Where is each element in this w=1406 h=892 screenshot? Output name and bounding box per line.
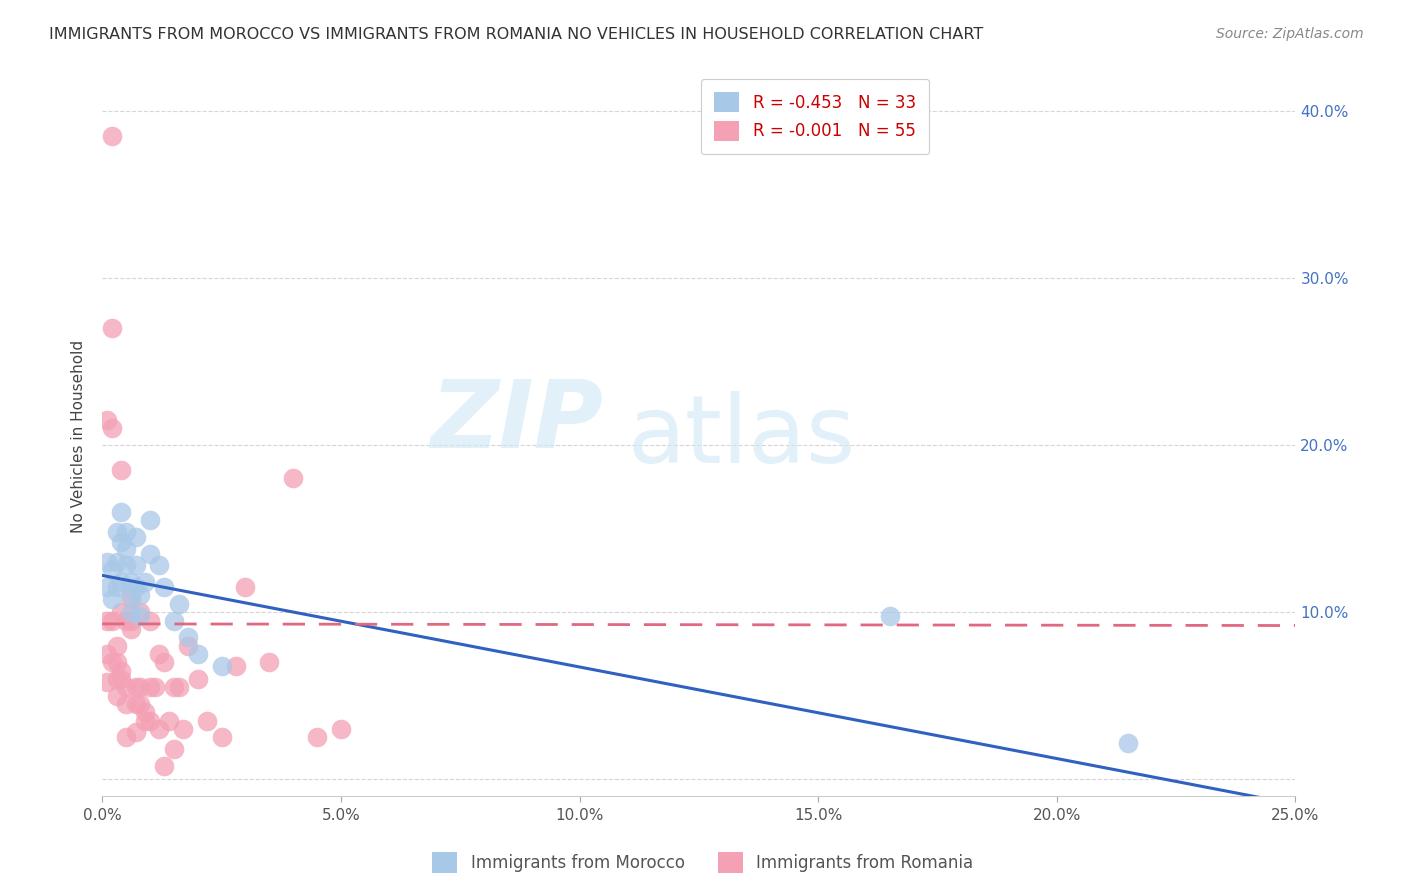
Point [129,608,152,623]
Point [879,608,901,623]
Point [105,524,128,539]
Legend: R = -0.453   N = 33, R = -0.001   N = 55: R = -0.453 N = 33, R = -0.001 N = 55 [702,78,929,154]
Point [105,555,128,569]
Point [115,541,138,556]
Point [115,697,138,711]
Text: atlas: atlas [627,391,855,483]
Point [157,714,180,728]
Point [124,697,146,711]
Point [120,605,142,619]
Point [143,681,166,695]
Point [100,563,122,577]
Point [235,580,257,594]
Point [139,714,162,728]
Point [195,714,218,728]
Point [139,547,162,561]
Point [134,714,156,728]
Point [110,664,132,678]
Point [281,471,304,485]
Point [148,647,170,661]
Point [105,655,128,669]
Point [124,530,146,544]
Point [105,639,128,653]
Point [96,413,118,427]
Point [163,742,186,756]
Point [105,580,128,594]
Point [124,580,146,594]
Point [148,558,170,573]
Point [129,589,152,603]
Point [96,580,118,594]
Point [115,681,138,695]
Point [96,555,118,569]
Point [96,647,118,661]
Point [110,672,132,686]
Point [163,614,186,628]
Point [139,681,162,695]
Point [134,575,156,590]
Point [148,722,170,736]
Point [329,722,352,736]
Point [129,697,152,711]
Point [100,421,122,435]
Text: IMMIGRANTS FROM MOROCCO VS IMMIGRANTS FROM ROMANIA NO VEHICLES IN HOUSEHOLD CORR: IMMIGRANTS FROM MOROCCO VS IMMIGRANTS FR… [49,27,983,42]
Point [100,321,122,335]
Point [110,575,132,590]
Point [134,706,156,720]
Point [100,591,122,606]
Point [96,675,118,690]
Point [153,655,176,669]
Point [177,630,200,644]
Text: ZIP: ZIP [430,376,603,468]
Point [120,589,142,603]
Point [153,580,176,594]
Point [259,655,281,669]
Point [187,647,209,661]
Point [115,524,138,539]
Point [115,558,138,573]
Point [124,681,146,695]
Point [187,672,209,686]
Point [120,575,142,590]
Point [120,614,142,628]
Point [1118,735,1140,749]
Point [100,655,122,669]
Point [96,614,118,628]
Point [177,639,200,653]
Point [120,622,142,636]
Point [110,463,132,477]
Point [110,505,132,519]
Point [129,681,152,695]
Point [172,722,194,736]
Point [124,725,146,739]
Point [139,513,162,527]
Point [115,731,138,745]
Legend: Immigrants from Morocco, Immigrants from Romania: Immigrants from Morocco, Immigrants from… [426,846,980,880]
Point [115,614,138,628]
Point [139,614,162,628]
Point [100,614,122,628]
Point [225,658,247,673]
Point [110,535,132,549]
Text: Source: ZipAtlas.com: Source: ZipAtlas.com [1216,27,1364,41]
Point [105,672,128,686]
Point [124,558,146,573]
Point [100,128,122,143]
Point [120,591,142,606]
Point [110,605,132,619]
Point [167,681,190,695]
Point [153,759,176,773]
Point [211,731,233,745]
Point [163,681,186,695]
Point [305,731,328,745]
Point [211,658,233,673]
Point [129,605,152,619]
Point [167,597,190,611]
Y-axis label: No Vehicles in Household: No Vehicles in Household [72,340,86,533]
Point [105,689,128,703]
